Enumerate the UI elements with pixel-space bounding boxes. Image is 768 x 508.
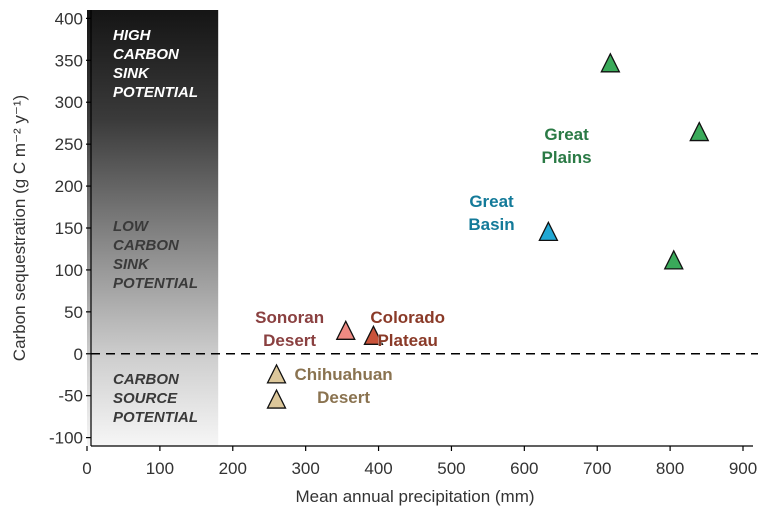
region-label-colorado-plateau: Colorado bbox=[370, 308, 445, 327]
region-label-sonoran-desert: Sonoran bbox=[255, 308, 324, 327]
zone-label-line: SOURCE bbox=[113, 390, 178, 407]
region-label-chihuahuan-desert: Chihuahuan bbox=[294, 365, 392, 384]
zone-label-line: CARBON bbox=[113, 237, 180, 254]
data-points bbox=[266, 52, 710, 409]
point-chihuahuan-desert bbox=[266, 363, 287, 384]
region-labels: Great Plains Great Basin Sonoran Desert Colora… bbox=[255, 125, 592, 407]
y-tick-label: 300 bbox=[55, 93, 83, 112]
x-tick-label: 500 bbox=[437, 459, 465, 478]
y-tick-label: 150 bbox=[55, 219, 83, 238]
y-tick-label: 350 bbox=[55, 51, 83, 70]
x-tick-label: 300 bbox=[291, 459, 319, 478]
zone-label-line: CARBON bbox=[113, 371, 180, 388]
zone-label-line: HIGH bbox=[113, 27, 152, 44]
x-tick-label: 800 bbox=[656, 459, 684, 478]
y-tick-label: -50 bbox=[58, 387, 83, 406]
x-axis-title: Mean annual precipitation (mm) bbox=[295, 487, 534, 506]
x-tick-label: 700 bbox=[583, 459, 611, 478]
shaded-band bbox=[87, 10, 219, 446]
x-tick-label: 100 bbox=[146, 459, 174, 478]
point-great-basin bbox=[538, 220, 559, 242]
point-great-plains bbox=[600, 52, 621, 73]
y-axis-title: Carbon sequestration (g C m⁻² y⁻¹) bbox=[10, 95, 29, 361]
region-label-colorado-plateau: Plateau bbox=[377, 331, 437, 350]
zone-label-line: CARBON bbox=[113, 46, 180, 63]
zone-label-line: LOW bbox=[113, 218, 150, 235]
zone-labels: HIGH CARBON SINK POTENTIAL LOW CARBON SINK POTE… bbox=[113, 27, 198, 426]
y-tick-label: 400 bbox=[55, 9, 83, 28]
shaded-band-layer bbox=[87, 10, 219, 446]
region-label-sonoran-desert: Desert bbox=[263, 331, 316, 350]
y-tick-label: 100 bbox=[55, 261, 83, 280]
x-tick-label: 0 bbox=[82, 459, 91, 478]
y-tick-label: 200 bbox=[55, 177, 83, 196]
region-label-great-basin: Great bbox=[469, 192, 514, 211]
zone-label-line: POTENTIAL bbox=[113, 275, 198, 292]
zone-label-line: SINK bbox=[113, 65, 150, 82]
point-colorado-plateau bbox=[363, 324, 384, 345]
point-great-plains bbox=[663, 249, 684, 270]
point-chihuahuan-desert bbox=[266, 388, 287, 409]
region-label-great-basin: Basin bbox=[468, 215, 514, 234]
y-tick-label: 50 bbox=[64, 303, 83, 322]
region-label-great-plains: Great bbox=[544, 125, 589, 144]
zone-label-line: POTENTIAL bbox=[113, 409, 198, 426]
region-label-chihuahuan-desert: Desert bbox=[317, 388, 370, 407]
x-tick-label: 600 bbox=[510, 459, 538, 478]
x-tick-label: 900 bbox=[729, 459, 757, 478]
y-tick-label: 0 bbox=[74, 345, 83, 364]
x-tick-label: 400 bbox=[364, 459, 392, 478]
point-sonoran-desert bbox=[335, 319, 356, 340]
y-tick-label: 250 bbox=[55, 135, 83, 154]
point-great-plains bbox=[689, 121, 710, 142]
zone-label-line: POTENTIAL bbox=[113, 84, 198, 101]
axes: -100 -50 0 50 100 150 200 250 300 350 400 0 100 200 30… bbox=[10, 9, 758, 506]
region-label-great-plains: Plains bbox=[542, 148, 592, 167]
y-tick-label: -100 bbox=[49, 429, 83, 448]
zone-label-line: SINK bbox=[113, 256, 150, 273]
x-tick-label: 200 bbox=[219, 459, 247, 478]
